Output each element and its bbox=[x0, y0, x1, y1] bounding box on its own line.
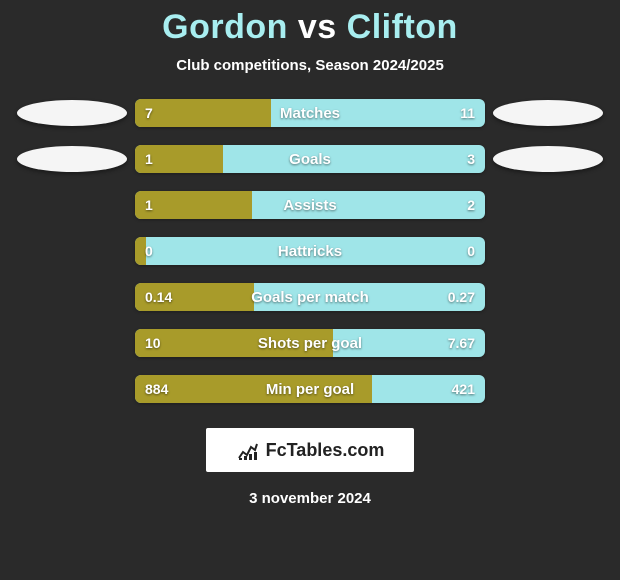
stat-left-value: 884 bbox=[145, 375, 168, 403]
stat-row: 107.67Shots per goal bbox=[9, 328, 611, 358]
comparison-card: Gordon vs Clifton Club competitions, Sea… bbox=[0, 0, 620, 580]
date: 3 november 2024 bbox=[249, 490, 371, 507]
player2-avatar bbox=[493, 146, 603, 172]
stat-right-value: 7.67 bbox=[448, 329, 475, 357]
stat-row: 0.140.27Goals per match bbox=[9, 282, 611, 312]
player2-name: Clifton bbox=[347, 8, 458, 46]
stat-right-value: 3 bbox=[467, 145, 475, 173]
stat-bar: 0 0Hattricks bbox=[135, 237, 485, 265]
player1-name: Gordon bbox=[162, 8, 288, 46]
stat-row: 0 0Hattricks bbox=[9, 236, 611, 266]
player2-avatar bbox=[493, 100, 603, 126]
stat-bar: 12Assists bbox=[135, 191, 485, 219]
subtitle: Club competitions, Season 2024/2025 bbox=[176, 57, 444, 74]
stat-bar: 107.67Shots per goal bbox=[135, 329, 485, 357]
stat-bar: 884421Min per goal bbox=[135, 375, 485, 403]
stat-left-value: 1 bbox=[145, 145, 153, 173]
title: Gordon vs Clifton bbox=[162, 8, 458, 47]
stat-left-value: 10 bbox=[145, 329, 161, 357]
bar-left-fill bbox=[135, 237, 146, 265]
stat-row: 884421Min per goal bbox=[9, 374, 611, 404]
stat-bar: 13Goals bbox=[135, 145, 485, 173]
stat-left-value: 0 bbox=[145, 237, 153, 265]
stat-bar: 711Matches bbox=[135, 99, 485, 127]
stat-right-value: 2 bbox=[467, 191, 475, 219]
stat-left-value: 1 bbox=[145, 191, 153, 219]
bar-left-fill bbox=[135, 99, 271, 127]
bar-left-fill bbox=[135, 375, 372, 403]
stat-right-value: 11 bbox=[460, 99, 475, 127]
stat-right-value: 0.27 bbox=[448, 283, 475, 311]
stat-bar: 0.140.27Goals per match bbox=[135, 283, 485, 311]
player1-avatar bbox=[17, 146, 127, 172]
stat-row: 12Assists bbox=[9, 190, 611, 220]
bar-left-fill bbox=[135, 329, 333, 357]
stat-label: Hattricks bbox=[135, 237, 485, 265]
logo-text: FcTables.com bbox=[266, 440, 385, 461]
stat-right-value: 421 bbox=[452, 375, 475, 403]
stats-list: 711Matches13Goals12Assists00Hattricks0.1… bbox=[9, 98, 611, 420]
chart-icon bbox=[236, 438, 260, 462]
player1-avatar bbox=[17, 100, 127, 126]
source-logo: FcTables.com bbox=[206, 428, 415, 472]
vs-text: vs bbox=[298, 8, 337, 46]
stat-row: 13Goals bbox=[9, 144, 611, 174]
stat-row: 711Matches bbox=[9, 98, 611, 128]
stat-right-value: 0 bbox=[467, 237, 475, 265]
stat-left-value: 0.14 bbox=[145, 283, 172, 311]
stat-left-value: 7 bbox=[145, 99, 153, 127]
